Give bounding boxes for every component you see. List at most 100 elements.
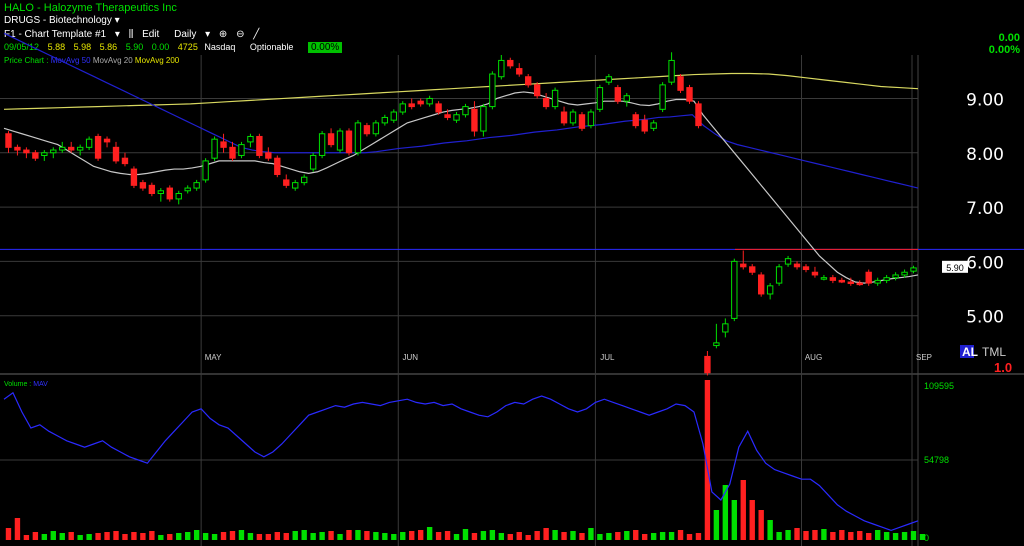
symbol: HALO	[4, 2, 34, 14]
volume-bar	[525, 535, 531, 540]
candle-body	[202, 160, 209, 181]
toolbar: F1 - Chart Template #1 ▾ ⫼ Edit Daily ▾ …	[4, 29, 265, 40]
volume-bar	[185, 532, 191, 540]
volume-bar	[265, 534, 272, 540]
volume-bar	[301, 530, 307, 540]
volume-bar	[561, 532, 567, 540]
current-price-text: 5.90	[946, 263, 964, 273]
candle-body	[426, 97, 433, 105]
zoom-out-icon[interactable]: ⊖	[236, 29, 245, 40]
volume-bar	[910, 531, 917, 540]
candle-body	[417, 100, 424, 105]
price-tick-label: 7.00	[966, 199, 1004, 219]
volume-bar	[668, 532, 675, 540]
sector-dropdown[interactable]: DRUGS - Biotechnology ▾	[4, 15, 120, 26]
volume-bar	[686, 534, 693, 540]
price-tick-label: 6.00	[966, 253, 1004, 273]
volume-bar	[794, 528, 800, 540]
pct-badge: 0.00%	[307, 42, 343, 53]
candle-body	[659, 84, 666, 110]
candle-body	[784, 258, 792, 265]
current-price-tag	[942, 260, 968, 273]
candle-body	[345, 130, 353, 154]
candle-body	[605, 76, 613, 83]
symbol-title: HALO - Halozyme Therapeutics Inc	[4, 2, 177, 14]
candle-body	[318, 133, 326, 156]
volume-bar	[919, 534, 926, 540]
candle-body	[327, 133, 335, 146]
candle-body	[525, 76, 532, 86]
volume-bar	[409, 531, 415, 540]
volume-bar	[229, 531, 236, 540]
candle-body	[399, 103, 406, 113]
candle-body	[112, 146, 120, 162]
candle-body	[596, 87, 604, 110]
volume-bar	[821, 529, 827, 540]
volume-bar	[489, 530, 496, 540]
volume-bar	[310, 533, 316, 540]
volume-ma-line	[3, 391, 919, 532]
quote-change: 0.00	[151, 42, 170, 52]
right-pct: 0.00%	[988, 44, 1020, 56]
candle-body	[184, 187, 191, 192]
volume-bar	[507, 534, 513, 540]
candle-body	[507, 59, 514, 67]
scale-label: 1.0	[994, 360, 1012, 375]
volume-bar	[704, 380, 711, 540]
candle-body	[381, 116, 389, 124]
price-tick-label: 8.00	[966, 145, 1004, 165]
candle-body	[471, 108, 478, 132]
al-badge	[960, 345, 974, 358]
candle-body	[309, 154, 317, 170]
volume-bar	[695, 533, 702, 540]
volume-bar	[220, 532, 227, 540]
candle-body	[247, 135, 254, 143]
tml-label: TML	[982, 345, 1006, 359]
candle-body	[59, 146, 66, 151]
volume-bar	[319, 532, 325, 540]
template-dropdown[interactable]: F1 - Chart Template #1 ▾	[4, 29, 120, 40]
candle-body	[910, 267, 917, 272]
candle-body	[757, 274, 765, 295]
candle-body	[283, 179, 290, 186]
candle-body	[480, 106, 487, 132]
volume-tick-label: 0	[924, 533, 929, 543]
price-tick-label: 9.00	[966, 90, 1004, 110]
volume-bar	[839, 530, 845, 540]
quote-low: 5.86	[99, 42, 118, 52]
volume-bar	[202, 533, 209, 540]
volume-bar	[857, 531, 863, 540]
candle-body	[14, 146, 21, 151]
zoom-in-icon[interactable]: ⊕	[218, 29, 228, 40]
period-dropdown[interactable]: Daily ▾	[174, 29, 211, 40]
candle-body	[560, 111, 568, 124]
edit-button[interactable]: ⫼ Edit	[128, 29, 160, 40]
right-change: 0.00	[998, 32, 1020, 44]
sector-label: DRUGS - Biotechnology	[4, 15, 112, 26]
candle-body	[489, 73, 496, 108]
month-label: AUG	[805, 353, 822, 362]
candle-body	[874, 279, 881, 284]
candle-body	[793, 263, 801, 268]
optionable-label: Optionable	[249, 42, 294, 52]
candle-body	[41, 152, 48, 156]
candle-body	[85, 138, 93, 148]
month-label: SEP	[916, 353, 932, 362]
draw-line-icon[interactable]: ╱	[253, 29, 260, 40]
volume-bar	[68, 532, 74, 540]
candle-body	[650, 122, 657, 129]
candle-body	[372, 122, 380, 135]
price-legend: Price Chart : MovAvg 50 MovAvg 20 MovAvg…	[4, 56, 180, 65]
volume-tick-label: 54798	[924, 455, 949, 465]
volume-bar	[77, 535, 83, 540]
volume-bar	[41, 534, 48, 540]
volume-bar	[193, 530, 200, 540]
candle-body	[238, 144, 245, 156]
volume-bar	[238, 530, 245, 540]
candle-body	[677, 76, 684, 91]
candle-body	[23, 149, 30, 154]
volume-bar	[95, 533, 101, 540]
volume-bar	[812, 530, 818, 540]
volume-bar	[346, 530, 352, 540]
